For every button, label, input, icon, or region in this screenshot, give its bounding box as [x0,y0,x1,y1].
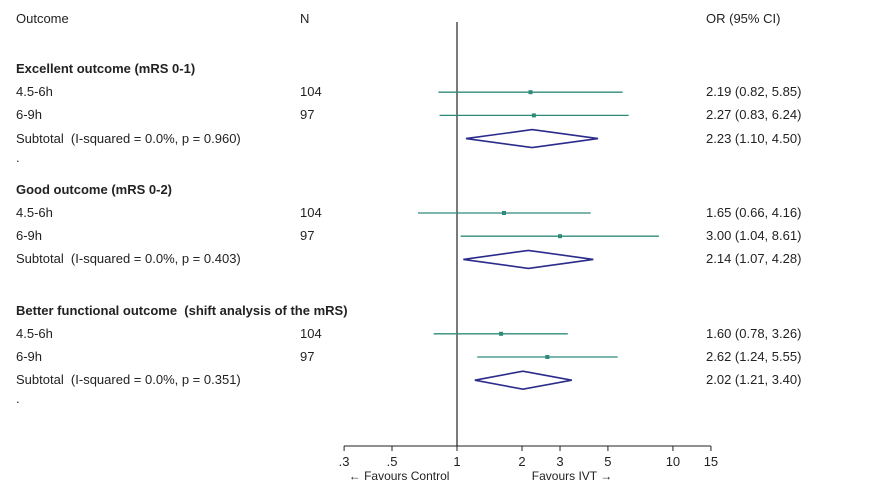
x-tick-label: 10 [666,454,680,469]
subtotal-diamond [463,249,594,270]
group-title: Better functional outcome (shift analysi… [16,302,348,318]
favours-ivt-label: Favours IVT → [532,469,612,483]
point-estimate-marker [531,113,536,118]
x-tick-label: .3 [339,454,350,469]
study-row-label: 6-9h [16,107,43,123]
point-estimate-marker [545,355,550,359]
point-estimate-marker [558,234,563,239]
spacer-dot: . [16,149,20,165]
study-row-or-ci: 2.27 (0.83, 6.24) [706,107,802,123]
header-n: N [300,11,310,26]
study-row-n: 97 [300,107,315,123]
study-row-or-ci: 2.19 (0.82, 5.85) [706,84,802,100]
study-row-label: 6-9h [16,228,43,244]
study-row-or-ci: 2.62 (1.24, 5.55) [706,349,802,364]
group-title: Excellent outcome (mRS 0-1) [16,61,196,76]
study-row-label: 6-9h [16,349,43,364]
x-tick-label: 3 [556,454,563,469]
study-row-label: 4.5-6h [16,325,53,341]
x-tick-label: 1 [453,454,460,469]
subtotal-or-ci: 2.02 (1.21, 3.40) [706,372,802,388]
study-row-n: 104 [300,205,322,220]
favours-control-label: ← Favours Control [349,469,450,483]
header-or-ci: OR (95% CI) [706,11,781,26]
subtotal-label: Subtotal (I-squared = 0.0%, p = 0.960) [16,130,241,146]
point-estimate-marker [528,90,533,95]
subtotal-or-ci: 2.14 (1.07, 4.28) [706,251,802,267]
study-row-n: 97 [300,349,315,364]
subtotal-or-ci: 2.23 (1.10, 4.50) [706,130,802,146]
spacer-dot: . [16,391,20,407]
x-tick-label: 5 [604,454,611,469]
study-row-n: 104 [300,325,322,341]
point-estimate-marker [501,211,506,215]
study-row-or-ci: 1.65 (0.66, 4.16) [706,205,802,220]
x-tick-label: 15 [704,454,718,469]
subtotal-label: Subtotal (I-squared = 0.0%, p = 0.403) [16,251,241,267]
study-row-or-ci: 1.60 (0.78, 3.26) [706,325,802,341]
x-tick-label: 2 [518,454,525,469]
study-row-label: 4.5-6h [16,84,53,100]
study-row-n: 97 [300,228,315,244]
header-outcome: Outcome [16,11,69,26]
study-row-label: 4.5-6h [16,205,53,220]
group-title: Good outcome (mRS 0-2) [16,181,173,197]
study-row-or-ci: 3.00 (1.04, 8.61) [706,228,802,244]
x-tick-label: .5 [387,454,398,469]
point-estimate-marker [499,331,504,336]
subtotal-label: Subtotal (I-squared = 0.0%, p = 0.351) [16,372,241,388]
subtotal-diamond [465,128,599,149]
study-row-n: 104 [300,84,322,100]
subtotal-diamond [474,370,572,391]
